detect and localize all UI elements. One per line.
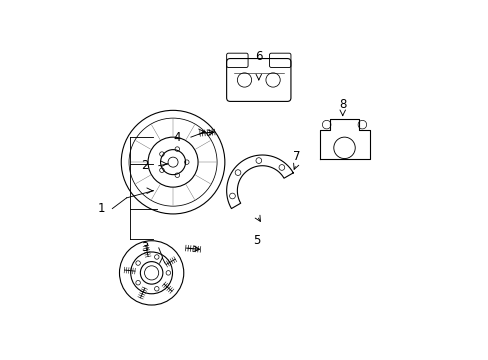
Text: 8: 8	[338, 99, 346, 112]
Text: 6: 6	[255, 50, 262, 63]
Text: 3: 3	[141, 241, 148, 255]
Text: 1: 1	[98, 202, 105, 215]
Text: 2: 2	[141, 159, 148, 172]
Text: 7: 7	[292, 150, 300, 163]
Text: 5: 5	[253, 234, 260, 247]
Text: 4: 4	[173, 131, 180, 144]
